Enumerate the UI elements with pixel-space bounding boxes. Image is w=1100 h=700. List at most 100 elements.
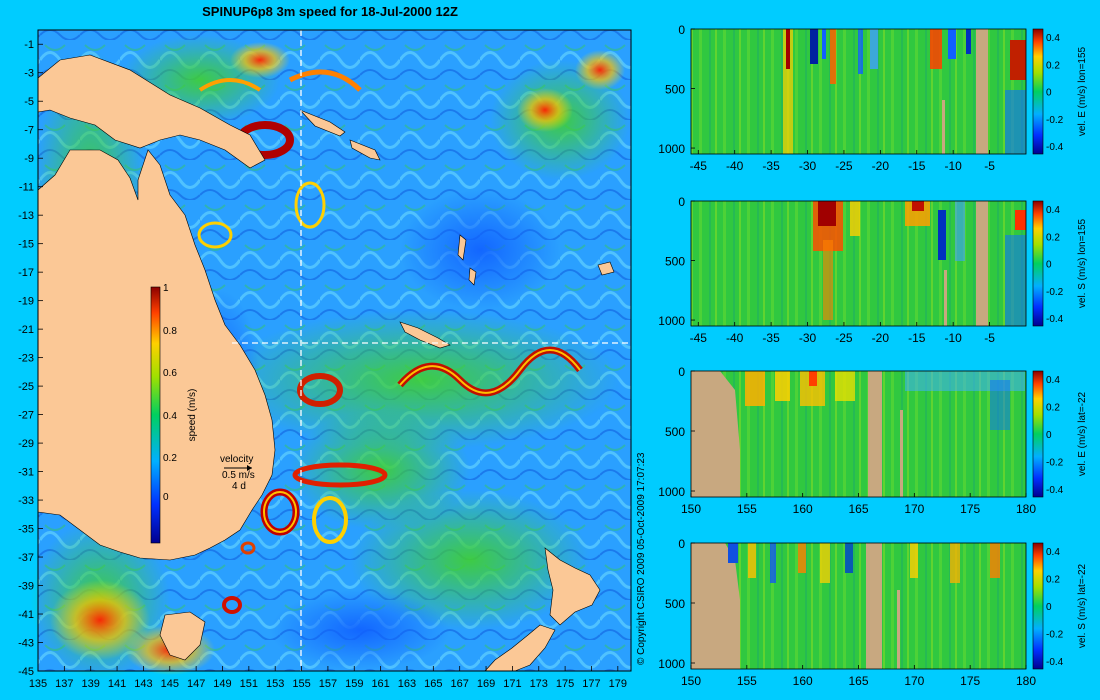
panel-x-tick-label: -35 (762, 159, 780, 173)
panel-x-tick-label: -15 (908, 159, 926, 173)
land-new-guinea (37, 54, 266, 169)
panel-x-tick-label: -30 (799, 159, 817, 173)
speed-colorbar-ticks: 1 0.8 0.6 0.4 0.2 0 (163, 283, 177, 503)
map-x-tick-label: 167 (451, 678, 469, 690)
speed-colorbar-label: speed (m/s) (187, 389, 198, 442)
panel-x-tick-label: -40 (726, 159, 744, 173)
panel-y-tick-label: 0 (678, 537, 685, 551)
panel-y-tick-label: 1000 (658, 314, 685, 328)
panel-colorbar-tick: 0.2 (1046, 60, 1060, 71)
panel-x-tick-label: 165 (848, 674, 868, 688)
panel-x-tick-label: 155 (737, 502, 757, 516)
map-y-tick-label: -39 (18, 581, 34, 593)
map-x-tick-label: 163 (398, 678, 416, 690)
panel-x-tick-label: 160 (793, 674, 813, 688)
land-new-caledonia (399, 321, 451, 349)
speed-colorbar-tick: 0.4 (163, 411, 177, 422)
panel-x-tick-label: 180 (1016, 502, 1036, 516)
panel-colorbar-tick: -0.2 (1046, 458, 1064, 469)
map-y-tick-label: -15 (18, 239, 34, 251)
panel-colorbar-tick: 0.4 (1046, 375, 1060, 386)
panel-colorbar-tick: 0 (1046, 260, 1052, 271)
panel-x-tick-label: -10 (945, 331, 963, 345)
panel-colorbar-tick: 0 (1046, 88, 1052, 99)
map-x-tick-label: 177 (582, 678, 600, 690)
panel-features (783, 29, 1026, 154)
map-y-tick-label: -9 (24, 153, 34, 165)
panel-colorbar-tick: -0.2 (1046, 287, 1064, 298)
map-x-tick-label: 153 (266, 678, 284, 690)
panel-colorbar-label: vel. E (m/s) lat=-22 (1077, 391, 1088, 476)
panel-y-tick-label: 1000 (658, 142, 685, 156)
panel-x-tick-label: -20 (872, 159, 890, 173)
panel-x-tick-label: 155 (737, 674, 757, 688)
map-x-tick-label: 161 (371, 678, 389, 690)
panel-y-tick-label: 0 (678, 195, 685, 209)
section-panel-vel-s-lat (690, 542, 1044, 670)
panel-colorbar-tick: 0.2 (1046, 232, 1060, 243)
panel-x-tick-label: 160 (793, 502, 813, 516)
map-x-tick-label: 165 (424, 678, 442, 690)
panel-y-tick-label: 0 (678, 365, 685, 379)
velocity-legend-period: 4 d (232, 481, 246, 492)
panel-x-tick-label: 175 (960, 674, 980, 688)
panel-x-tick-label: -30 (799, 331, 817, 345)
panel-x-tick-label: -45 (690, 331, 708, 345)
speed-colorbar (150, 286, 161, 544)
panel-x-tick-label: -5 (984, 331, 995, 345)
panel-x-tick-label: -35 (762, 331, 780, 345)
panel-y-tick-label: 500 (665, 597, 685, 611)
map-y-tick-label: -27 (18, 410, 34, 422)
panel-colorbar (1032, 28, 1044, 155)
map-x-tick-label: 179 (609, 678, 627, 690)
panel-x-tick-label: -25 (835, 331, 853, 345)
panel-colorbar-tick: -0.4 (1046, 485, 1064, 496)
map-y-tick-label: -31 (18, 467, 34, 479)
panel-y-tick-label: 500 (665, 255, 685, 269)
velocity-legend-scale: 0.5 m/s (222, 470, 255, 481)
panel-x-tick-label: 165 (848, 502, 868, 516)
panel-x-tick-label: 170 (904, 674, 924, 688)
panel-features (691, 371, 1025, 497)
map-x-tick-label: 169 (477, 678, 495, 690)
land-tasmania (159, 611, 206, 661)
panel-colorbar-tick: -0.4 (1046, 314, 1064, 325)
panel-x-tick-label: -10 (945, 159, 963, 173)
panel-colorbar-tick: 0 (1046, 430, 1052, 441)
panel-y-tick-label: 500 (665, 425, 685, 439)
map-x-tick-label: 175 (556, 678, 574, 690)
velocity-legend-title: velocity (220, 454, 253, 465)
panel-colorbar-tick: 0.4 (1046, 547, 1060, 558)
panel-x-tick-label: -25 (835, 159, 853, 173)
map-x-tick-label: 159 (345, 678, 363, 690)
panel-colorbar-label: vel. S (m/s) lat=-22 (1077, 563, 1088, 648)
panel-colorbar-tick: -0.2 (1046, 115, 1064, 126)
map-frame (37, 29, 632, 672)
panel-colorbar-label: vel. E (m/s) lon=155 (1077, 46, 1088, 136)
panel-y-tick-label: 1000 (658, 657, 685, 671)
panel-x-tick-label: 150 (681, 674, 701, 688)
land-vanuatu (457, 234, 477, 286)
map-y-axis: -1 -3 -5 -7 -9 -11 -13 -15 -17 -19 -21 -23 -25 -27 -29… (18, 39, 43, 678)
map-x-tick-label: 139 (82, 678, 100, 690)
section-panel-vel-e-lon (690, 28, 1044, 155)
map-x-tick-label: 151 (240, 678, 258, 690)
map-y-tick-label: -7 (24, 125, 34, 137)
panel-y-tick-label: 1000 (658, 485, 685, 499)
panel-features (813, 201, 1026, 326)
copyright-note: © Copyright CSIRO 2009 05-Oct-2009 17:07… (636, 452, 647, 665)
speed-colorbar-tick: 0.8 (163, 326, 177, 337)
panel-colorbar (1032, 370, 1044, 498)
map-y-tick-label: -37 (18, 552, 34, 564)
map-y-tick-label: -25 (18, 381, 34, 393)
land-solomons (299, 109, 381, 161)
velocity-legend-arrowhead-icon (247, 465, 252, 471)
panel-colorbar-tick: 0.2 (1046, 403, 1060, 414)
panel-features (691, 543, 1000, 669)
map-x-tick-label: 141 (108, 678, 126, 690)
panel-x-tick-label: 170 (904, 502, 924, 516)
panel-x-tick-label: -40 (726, 331, 744, 345)
panel-colorbar-label: vel. S (m/s) lon=155 (1077, 218, 1088, 308)
panel-x-tick-label: 180 (1016, 674, 1036, 688)
map-y-tick-label: -45 (18, 666, 34, 678)
